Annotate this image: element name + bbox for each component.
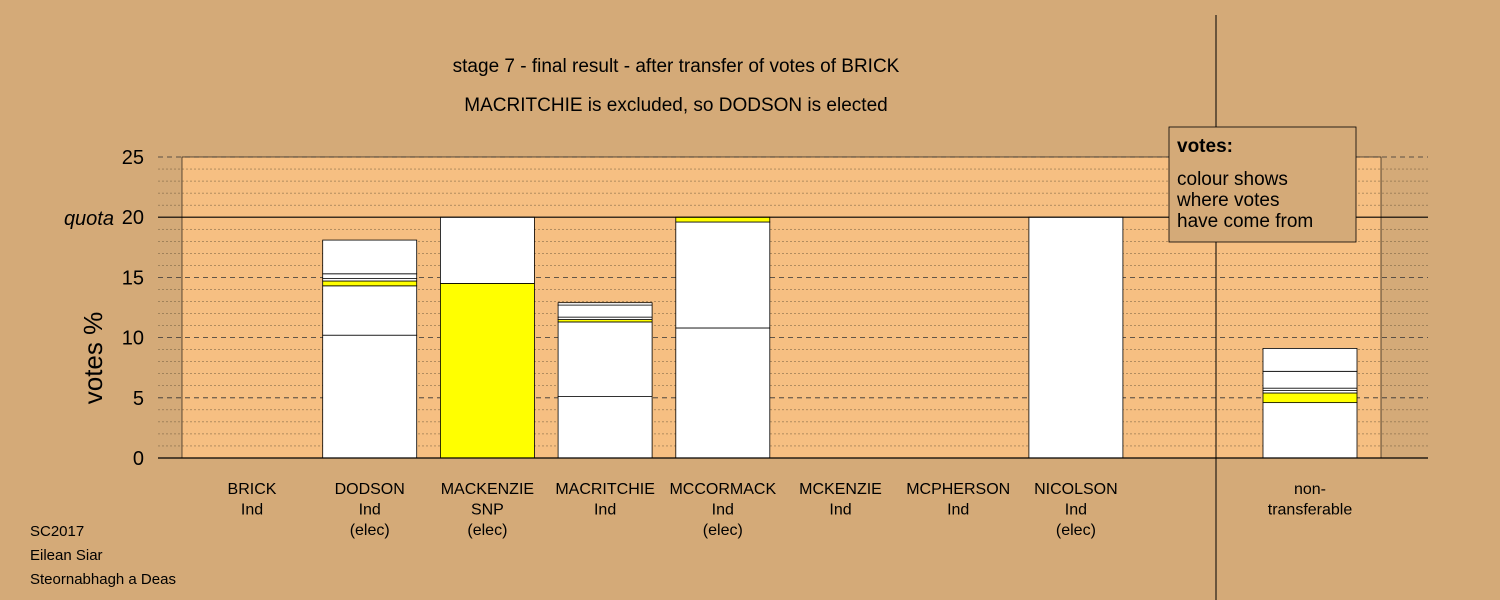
footer-line-1: SC2017 bbox=[30, 523, 84, 540]
x-tick-label: SNP bbox=[471, 502, 504, 519]
x-tick-label: NICOLSON bbox=[1034, 481, 1118, 498]
x-tick-label: Ind bbox=[594, 502, 616, 519]
bar-segment bbox=[557, 304, 653, 318]
chart-title: stage 7 - final result - after transfer … bbox=[453, 56, 900, 77]
x-tick-label: MCCORMACK bbox=[669, 481, 776, 498]
y-axis-label: votes % bbox=[78, 312, 108, 405]
bar-segment bbox=[322, 273, 418, 280]
y-tick-label: 15 bbox=[122, 267, 144, 289]
bar-segment bbox=[675, 327, 771, 459]
x-tick-label: DODSON bbox=[335, 481, 405, 498]
bars bbox=[205, 216, 1358, 459]
x-tick-label: (elec) bbox=[1056, 522, 1096, 539]
x-tick-label: Ind bbox=[829, 502, 851, 519]
y-tick-label: 25 bbox=[122, 147, 144, 169]
bar-segment bbox=[1262, 402, 1358, 459]
legend: votes: colour shows where votes have com… bbox=[1168, 126, 1357, 243]
bar-segment bbox=[322, 280, 418, 287]
bar-segment bbox=[557, 302, 653, 306]
bar-segment bbox=[322, 334, 418, 459]
x-tick-label: Ind bbox=[947, 502, 969, 519]
y-tick-label: 20 bbox=[122, 207, 144, 229]
x-tick-label: Ind bbox=[1065, 502, 1087, 519]
bar-segment bbox=[557, 396, 653, 459]
bar-segment bbox=[1262, 348, 1358, 372]
bar-segment bbox=[439, 283, 535, 459]
bar-segment bbox=[557, 321, 653, 397]
legend-line-1: colour shows bbox=[1177, 169, 1288, 190]
x-tick-label: Ind bbox=[712, 502, 734, 519]
x-tick-label: Ind bbox=[241, 502, 263, 519]
x-tick-label: MCKENZIE bbox=[799, 481, 882, 498]
bar-segment bbox=[1262, 392, 1358, 404]
y-tick-label: 5 bbox=[133, 388, 144, 410]
bar-segment bbox=[439, 216, 535, 284]
category-labels: BRICK Ind DODSON Ind (elec) MACKENZIE SNP (elec… bbox=[228, 481, 1353, 539]
bar-segment bbox=[675, 216, 771, 223]
y-tick-label: 10 bbox=[122, 328, 144, 350]
quota-label: quota bbox=[64, 208, 114, 230]
legend-box bbox=[1168, 126, 1357, 243]
bar-segment bbox=[1028, 216, 1124, 459]
footer-line-3: Steornabhagh a Deas bbox=[30, 571, 176, 588]
legend-line-2: where votes bbox=[1176, 190, 1279, 211]
chart-subtitle: MACRITCHIE is excluded, so DODSON is ele… bbox=[464, 95, 887, 116]
bar-segment bbox=[322, 239, 418, 275]
y-tick-label: 0 bbox=[133, 448, 144, 470]
bar-segment bbox=[322, 285, 418, 336]
x-tick-label: BRICK bbox=[228, 481, 277, 498]
x-tick-label: Ind bbox=[359, 502, 381, 519]
x-tick-label: (elec) bbox=[350, 522, 390, 539]
x-tick-label: MACRITCHIE bbox=[555, 481, 655, 498]
x-tick-label: MCPHERSON bbox=[906, 481, 1010, 498]
legend-title: votes: bbox=[1177, 136, 1233, 157]
x-tick-label: non- bbox=[1294, 481, 1326, 498]
x-tick-label: MACKENZIE bbox=[441, 481, 534, 498]
x-tick-label: transferable bbox=[1268, 502, 1353, 519]
footer-line-2: Eilean Siar bbox=[30, 547, 103, 564]
x-tick-label: (elec) bbox=[467, 522, 507, 539]
bar-segment bbox=[1262, 370, 1358, 389]
legend-line-3: have come from bbox=[1177, 211, 1313, 232]
x-tick-label: (elec) bbox=[703, 522, 743, 539]
bar-segment bbox=[675, 221, 771, 329]
